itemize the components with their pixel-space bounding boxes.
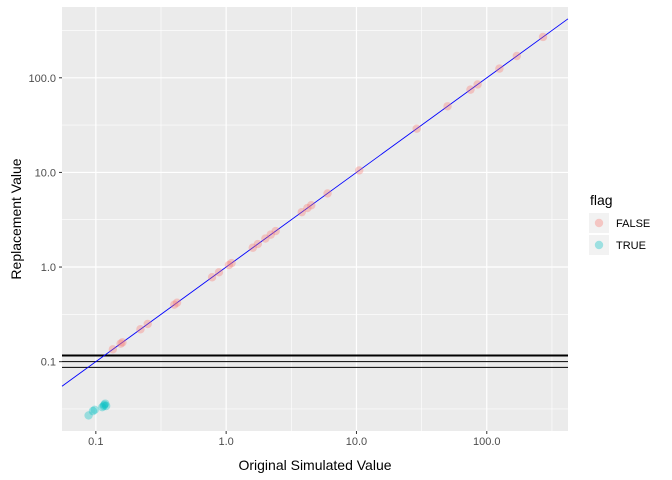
y-axis-title: Replacement Value: [8, 158, 24, 279]
point-false: [136, 325, 145, 334]
point-false: [307, 201, 316, 210]
point-false: [224, 260, 234, 270]
point-false: [266, 230, 275, 239]
point-false: [248, 243, 257, 252]
point-false: [108, 345, 118, 354]
point-false: [172, 298, 182, 307]
point-false: [227, 258, 236, 268]
legend-label-true: TRUE: [616, 240, 646, 252]
legend-key-true: [594, 240, 604, 250]
x-tick-label: 0.1: [88, 436, 103, 448]
identity-reference-line: [61, 18, 569, 387]
legend-key-bg: [589, 235, 609, 255]
point-false: [323, 189, 332, 198]
legend-title: flag: [590, 192, 613, 208]
point-false: [116, 339, 125, 348]
legend-key-bg: [589, 213, 609, 233]
x-tick-label: 100.0: [473, 436, 501, 448]
point-false: [170, 300, 179, 309]
point-false: [118, 338, 127, 347]
point-false: [271, 226, 280, 236]
point-false: [143, 319, 152, 329]
point-false: [495, 64, 504, 73]
point-true: [100, 400, 109, 409]
point-false: [473, 80, 482, 89]
point-true: [101, 399, 110, 408]
point-false: [297, 207, 306, 217]
y-tick-label: 10.0: [35, 167, 56, 179]
point-true: [84, 411, 93, 420]
horizontal-reference-lines: [62, 354, 568, 368]
point-false: [261, 234, 270, 243]
legend: flag FALSE TRUE: [589, 192, 650, 255]
legend-label-false: FALSE: [616, 218, 650, 230]
point-false: [412, 124, 421, 133]
identity-line: [61, 18, 569, 387]
x-tick-label: 1.0: [219, 436, 234, 448]
data-points: [84, 32, 548, 420]
point-false: [303, 203, 312, 213]
point-false: [214, 268, 224, 277]
point-false: [512, 51, 522, 61]
x-axis-title: Original Simulated Value: [238, 457, 391, 473]
point-false: [443, 102, 452, 111]
legend-key-false: [594, 218, 604, 228]
y-tick-label: 1.0: [41, 262, 56, 274]
point-true: [101, 401, 111, 411]
axis-ticks: 0.1 1.0 10.0 100.0 0.1 1.0 10.0 100.0: [28, 73, 500, 448]
point-true: [88, 406, 98, 416]
x-tick-label: 10.0: [346, 436, 367, 448]
point-true: [98, 403, 107, 412]
y-tick-label: 100.0: [28, 73, 56, 85]
y-tick-label: 0.1: [41, 357, 56, 369]
point-false: [538, 32, 548, 42]
point-false: [355, 166, 364, 175]
point-false: [253, 239, 263, 249]
point-true: [99, 401, 108, 411]
point-true: [90, 405, 99, 414]
point-false: [207, 273, 217, 282]
point-false: [466, 85, 475, 94]
